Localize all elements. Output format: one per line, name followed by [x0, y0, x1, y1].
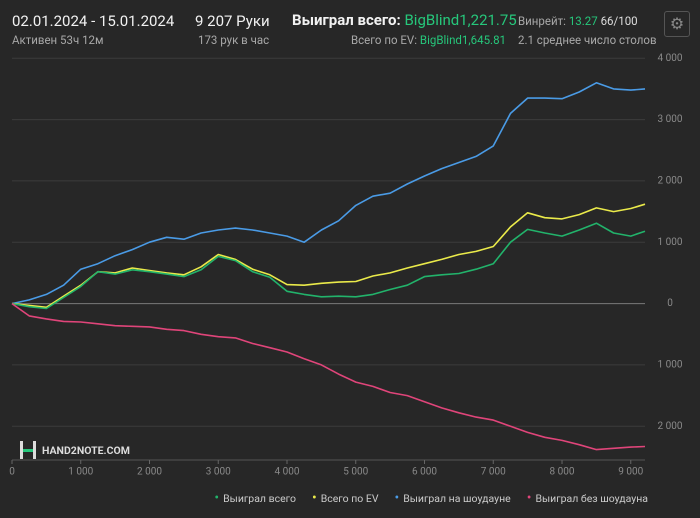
legend-item[interactable]: • Выиграл без шоудауна	[527, 490, 648, 506]
hands-per-hour: 173 рук в час	[198, 33, 270, 47]
x-tick-label: 9 000	[618, 467, 643, 478]
x-tick-label: 4 000	[275, 467, 300, 478]
x-tick-label: 5 000	[343, 467, 368, 478]
won-row: Выиграл всего: BigBlind1,221.75	[292, 11, 517, 29]
legend-dot: •	[214, 490, 220, 506]
y-tick-label: 1 000	[658, 237, 683, 248]
legend-label: Выиграл на шоудауне	[403, 492, 511, 505]
legend-item[interactable]: • Всего по EV	[312, 490, 379, 506]
y-tick-label: 1 000	[658, 360, 683, 371]
legend-dot: •	[311, 490, 317, 506]
legend: • Выиграл всего • Всего по EV • Выиграл на шо…	[214, 490, 648, 506]
legend-label: Выиграл всего	[223, 492, 296, 505]
ev-row: Всего по EV: BigBlind1,645.81	[351, 33, 506, 47]
winrate-label: Винрейт:	[518, 14, 566, 28]
legend-item[interactable]: • Выиграл на шоудауне	[395, 490, 511, 506]
winrate-unit: 66/100	[600, 14, 638, 28]
y-tick-label: 2 000	[658, 421, 683, 432]
tables: 2.1 среднее число столов	[518, 33, 657, 47]
y-tick-label: 2 000	[658, 176, 683, 187]
legend-dot: •	[394, 490, 400, 506]
date-range: 02.01.2024 - 15.01.2024	[12, 12, 175, 30]
x-tick-label: 0	[9, 467, 15, 478]
series-line	[11, 222, 646, 310]
y-tick-label: 3 000	[658, 114, 683, 125]
series-line	[11, 82, 646, 305]
x-tick-label: 8 000	[550, 467, 575, 478]
y-tick-label: 4 000	[658, 53, 683, 64]
x-tick-label: 6 000	[412, 467, 437, 478]
legend-label: Выиграл без шоудауна	[535, 492, 648, 505]
winrate-value: 13.27	[568, 14, 598, 28]
won-label: Выиграл всего:	[292, 11, 401, 29]
legend-label: Всего по EV	[320, 492, 379, 505]
series-line	[11, 302, 646, 451]
x-tick-label: 1 000	[68, 467, 93, 478]
ev-label: Всего по EV:	[350, 33, 418, 47]
logo-icon	[20, 441, 36, 459]
legend-dot: •	[526, 490, 532, 506]
settings-button[interactable]: ⚙	[664, 11, 690, 37]
hands: 9 207 Руки	[195, 12, 270, 30]
legend-item[interactable]: • Выиграл всего	[214, 490, 296, 506]
ev-value: BigBlind1,645.81	[419, 33, 506, 47]
x-tick-label: 7 000	[481, 467, 506, 478]
won-value: BigBlind1,221.75	[404, 11, 517, 29]
series-line	[11, 203, 646, 309]
x-tick-label: 3 000	[206, 467, 231, 478]
y-tick-label: 0	[667, 298, 673, 309]
winrate-row: Винрейт: 13.27 66/100	[518, 14, 638, 28]
active-time: Активен 53ч 12м	[12, 33, 104, 47]
logo: HAND2NOTE.COM	[42, 444, 130, 457]
x-tick-label: 2 000	[137, 467, 162, 478]
